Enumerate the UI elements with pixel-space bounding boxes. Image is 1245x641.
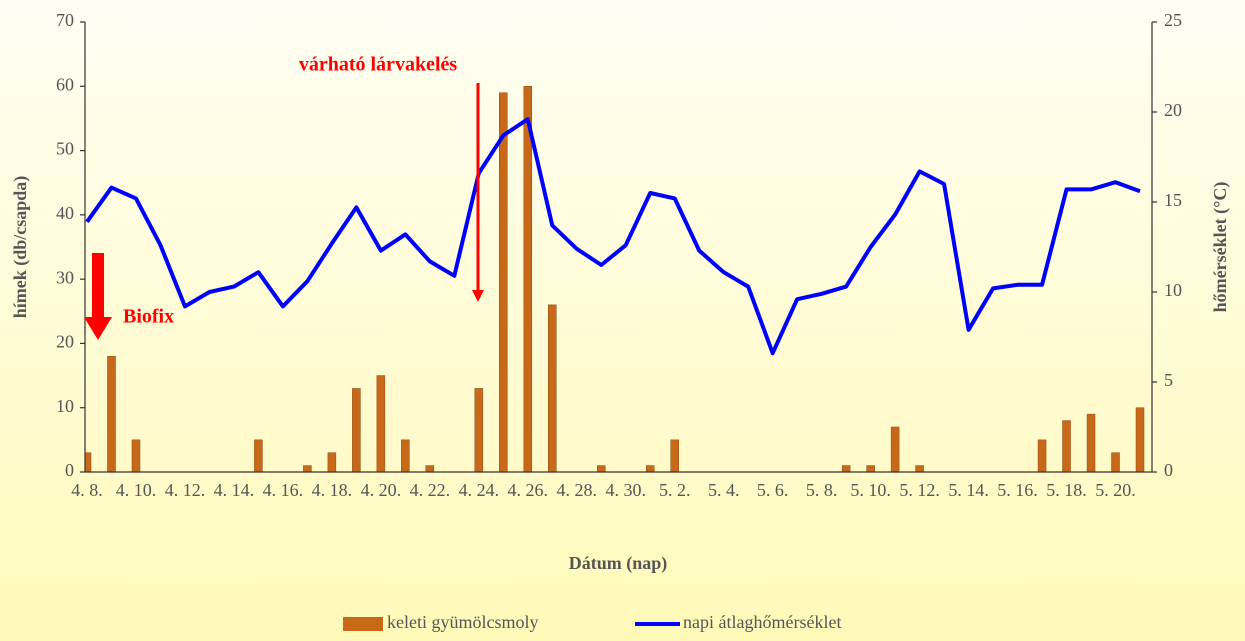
x-tick-label: 5. 2. <box>659 480 691 500</box>
bar <box>890 426 900 473</box>
bar <box>1062 420 1071 473</box>
x-tick-label: 4. 28. <box>557 480 598 500</box>
legend-swatch <box>343 617 383 631</box>
y2-tick-label: 10 <box>1164 280 1182 300</box>
y-tick-label: 0 <box>65 460 74 480</box>
annotation: Biofix <box>123 306 174 328</box>
y2-tick-label: 0 <box>1164 460 1173 480</box>
y-tick-label: 10 <box>56 396 74 416</box>
x-tick-label: 4. 16. <box>263 480 304 500</box>
bar <box>915 465 924 473</box>
bar <box>645 465 655 473</box>
y-axis-title: hímek (db/csapda) <box>10 176 31 319</box>
bar <box>1135 407 1145 473</box>
bar <box>84 452 92 473</box>
line <box>85 117 1141 356</box>
bar <box>866 465 875 473</box>
x-axis-title: Dátum (nap) <box>569 553 668 574</box>
legend-label: keleti gyümölcsmoly <box>387 612 538 632</box>
bar <box>401 439 410 473</box>
legend-label: napi átlaghőmérséklet <box>683 612 841 632</box>
y-tick-label: 30 <box>56 267 74 287</box>
x-tick-label: 5. 6. <box>757 480 789 500</box>
bar <box>1111 452 1120 473</box>
y2-tick-label: 20 <box>1164 100 1182 120</box>
bar <box>327 452 337 473</box>
x-tick-label: 4. 24. <box>459 480 500 500</box>
x-tick-label: 5. 14. <box>948 480 989 500</box>
biofix-arrow <box>92 253 104 319</box>
bar <box>499 92 508 473</box>
y2-tick-label: 25 <box>1164 10 1182 30</box>
bar <box>1086 413 1096 473</box>
y-tick-label: 50 <box>56 139 74 159</box>
bar <box>597 465 606 473</box>
bar <box>131 439 141 473</box>
x-tick-label: 5. 8. <box>806 480 838 500</box>
y-tick-label: 40 <box>56 203 74 223</box>
bar <box>352 388 361 473</box>
annotation: várható lárvakelés <box>299 54 458 76</box>
bar <box>303 465 312 473</box>
bar <box>523 86 533 473</box>
bar <box>107 356 116 473</box>
x-tick-label: 4. 10. <box>116 480 157 500</box>
bar <box>670 439 679 473</box>
bar <box>841 465 851 473</box>
bar <box>425 465 435 473</box>
bar <box>376 375 386 473</box>
x-tick-label: 4. 18. <box>312 480 353 500</box>
y2-axis-title: hőmérséklet (°C) <box>1210 182 1231 313</box>
bar <box>254 439 263 473</box>
x-tick-label: 5. 18. <box>1046 480 1087 500</box>
x-tick-label: 4. 12. <box>165 480 206 500</box>
x-tick-label: 5. 12. <box>899 480 940 500</box>
x-tick-label: 4. 8. <box>71 480 103 500</box>
x-tick-label: 4. 30. <box>605 480 646 500</box>
x-tick-label: 4. 22. <box>410 480 451 500</box>
x-tick-label: 5. 20. <box>1095 480 1136 500</box>
y-tick-label: 70 <box>56 10 74 30</box>
bar <box>548 304 557 473</box>
x-tick-label: 4. 14. <box>214 480 255 500</box>
y2-tick-label: 15 <box>1164 190 1182 210</box>
x-tick-label: 4. 26. <box>508 480 549 500</box>
x-tick-label: 4. 20. <box>361 480 402 500</box>
bar <box>1037 439 1047 473</box>
y2-tick-label: 5 <box>1164 370 1173 390</box>
plot <box>84 86 1145 473</box>
y-tick-label: 20 <box>56 332 74 352</box>
y-tick-label: 60 <box>56 74 74 94</box>
biofix-arrowhead <box>84 317 112 340</box>
x-tick-label: 5. 4. <box>708 480 740 500</box>
bar <box>474 388 484 473</box>
annotation-arrowhead <box>472 290 484 302</box>
x-tick-label: 5. 16. <box>997 480 1038 500</box>
x-tick-label: 5. 10. <box>850 480 891 500</box>
